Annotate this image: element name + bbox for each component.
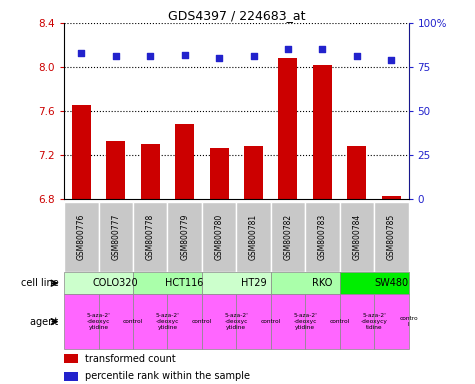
- Point: [215, 55, 223, 61]
- Bar: [313, 65, 332, 199]
- Bar: [237, 294, 271, 349]
- Text: GSM800780: GSM800780: [215, 214, 224, 260]
- Text: GSM800781: GSM800781: [249, 214, 258, 260]
- Bar: [167, 294, 202, 349]
- Text: 5-aza-2'
-deoxyc
ytidine: 5-aza-2' -deoxyc ytidine: [224, 313, 248, 330]
- Bar: [271, 272, 340, 294]
- Bar: [133, 294, 167, 349]
- Text: 5-aza-2'
-deoxyc
ytidine: 5-aza-2' -deoxyc ytidine: [293, 313, 317, 330]
- Point: [112, 53, 120, 60]
- Text: control: control: [330, 319, 350, 324]
- Text: 5-aza-2'
-deoxyc
ytidine: 5-aza-2' -deoxyc ytidine: [155, 313, 180, 330]
- Point: [77, 50, 85, 56]
- Point: [284, 46, 292, 53]
- Title: GDS4397 / 224683_at: GDS4397 / 224683_at: [168, 9, 305, 22]
- Bar: [141, 144, 160, 199]
- Bar: [374, 294, 408, 349]
- Bar: [175, 124, 194, 199]
- Text: HT29: HT29: [241, 278, 266, 288]
- Text: 5-aza-2'
-deoxycy
tidine: 5-aza-2' -deoxycy tidine: [361, 313, 388, 330]
- Bar: [340, 202, 374, 272]
- Text: cell line: cell line: [21, 278, 62, 288]
- Point: [146, 53, 154, 60]
- Bar: [99, 202, 133, 272]
- Bar: [167, 202, 202, 272]
- Bar: [374, 202, 408, 272]
- Bar: [72, 105, 91, 199]
- Text: GSM800776: GSM800776: [77, 214, 86, 260]
- Bar: [133, 272, 202, 294]
- Text: transformed count: transformed count: [85, 354, 176, 364]
- Text: percentile rank within the sample: percentile rank within the sample: [85, 371, 250, 381]
- Bar: [340, 272, 408, 294]
- Point: [319, 46, 326, 53]
- Bar: [133, 202, 167, 272]
- Bar: [64, 294, 99, 349]
- Text: GSM800785: GSM800785: [387, 214, 396, 260]
- Text: contro
l: contro l: [399, 316, 418, 327]
- Bar: [305, 294, 340, 349]
- Bar: [271, 202, 305, 272]
- Point: [181, 51, 189, 58]
- Text: control: control: [123, 319, 143, 324]
- Bar: [244, 146, 263, 199]
- Bar: [202, 272, 271, 294]
- Text: 5-aza-2'
-deoxyc
ytidine: 5-aza-2' -deoxyc ytidine: [86, 313, 111, 330]
- Point: [388, 57, 395, 63]
- Bar: [64, 202, 99, 272]
- Bar: [64, 272, 133, 294]
- Bar: [271, 294, 305, 349]
- Text: GSM800778: GSM800778: [146, 214, 155, 260]
- Text: HCT116: HCT116: [165, 278, 204, 288]
- Bar: [64, 372, 78, 381]
- Bar: [382, 196, 401, 199]
- Text: GSM800783: GSM800783: [318, 214, 327, 260]
- Text: SW480: SW480: [374, 278, 408, 288]
- Text: RKO: RKO: [312, 278, 332, 288]
- Text: agent: agent: [30, 316, 62, 327]
- Point: [353, 53, 361, 60]
- Bar: [99, 294, 133, 349]
- Bar: [202, 202, 237, 272]
- Point: [250, 53, 257, 60]
- Bar: [209, 148, 228, 199]
- Text: GSM800777: GSM800777: [111, 214, 120, 260]
- Bar: [106, 141, 125, 199]
- Text: GSM800782: GSM800782: [284, 214, 293, 260]
- Text: GSM800779: GSM800779: [180, 214, 189, 260]
- Text: GSM800784: GSM800784: [352, 214, 361, 260]
- Text: control: control: [261, 319, 281, 324]
- Bar: [347, 146, 366, 199]
- Bar: [237, 202, 271, 272]
- Bar: [278, 58, 297, 199]
- Bar: [202, 294, 237, 349]
- Bar: [305, 202, 340, 272]
- Bar: [340, 294, 374, 349]
- Text: COLO320: COLO320: [93, 278, 139, 288]
- Text: control: control: [192, 319, 212, 324]
- Bar: [64, 354, 78, 363]
